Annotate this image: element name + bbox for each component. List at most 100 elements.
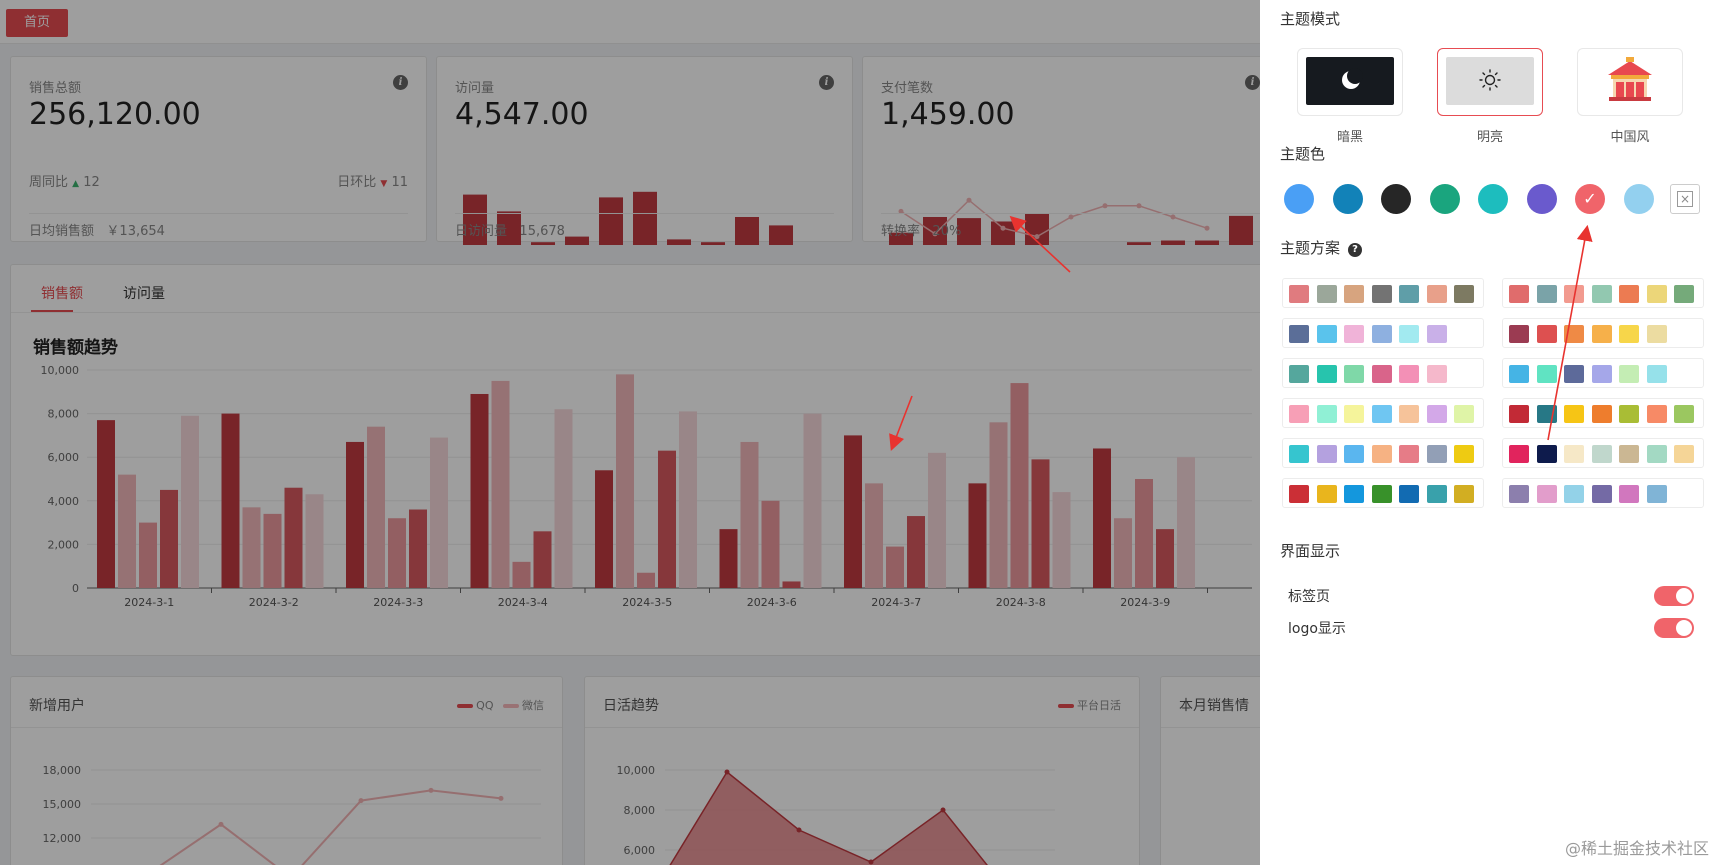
mode-dark-card[interactable] — [1297, 48, 1403, 116]
info-icon[interactable]: i — [819, 75, 834, 90]
theme-scheme-option[interactable] — [1502, 278, 1704, 308]
theme-scheme-option[interactable] — [1282, 398, 1484, 428]
theme-color-swatch[interactable] — [1381, 184, 1411, 214]
bar — [367, 426, 385, 588]
spark-bar — [1127, 242, 1151, 245]
spark-point — [1102, 203, 1108, 209]
scheme-color-swatch — [1454, 445, 1474, 463]
bar — [242, 507, 261, 588]
tab-home[interactable]: 首页 — [6, 9, 68, 37]
mode-label: 中国风 — [1610, 130, 1650, 145]
day-compare: 日环比 ▼ 11 — [337, 171, 408, 190]
scheme-color-swatch — [1564, 405, 1584, 423]
y-tick-label: 10,000 — [617, 764, 656, 777]
theme-color-swatch[interactable] — [1429, 184, 1460, 214]
bar — [491, 380, 510, 588]
tab-sales[interactable]: 销售额 — [41, 286, 83, 302]
theme-scheme-option[interactable] — [1282, 358, 1484, 388]
info-icon[interactable]: i — [1245, 75, 1260, 90]
y-tick-label: 10,000 — [41, 364, 80, 377]
scheme-color-swatch — [1646, 405, 1667, 423]
scheme-color-swatch — [1454, 285, 1474, 303]
scheme-color-swatch — [1564, 485, 1584, 503]
toggle-knob — [1676, 588, 1692, 604]
scheme-color-swatch — [1536, 445, 1557, 463]
y-tick-label: 0 — [72, 582, 79, 595]
scheme-color-swatch — [1426, 445, 1447, 463]
info-icon[interactable]: i — [393, 75, 408, 90]
scheme-color-swatch — [1509, 485, 1529, 503]
theme-scheme-option[interactable] — [1282, 278, 1484, 308]
watermark: @稀土掘金技术社区 — [1564, 839, 1709, 858]
bar — [263, 513, 282, 588]
scheme-color-swatch — [1344, 365, 1364, 383]
scheme-color-swatch — [1316, 405, 1337, 423]
scheme-color-swatch — [1674, 285, 1694, 303]
scheme-color-swatch — [1399, 285, 1419, 303]
theme-scheme-option[interactable] — [1502, 478, 1704, 508]
theme-scheme-option[interactable] — [1282, 318, 1484, 348]
theme-color-swatch[interactable] — [1526, 184, 1557, 214]
custom-color-picker[interactable]: × — [1670, 184, 1700, 214]
theme-mode-title: 主题模式 — [1280, 10, 1341, 28]
theme-color-swatch[interactable] — [1478, 184, 1508, 214]
x-tick-label: 2024-3-1 — [124, 596, 174, 609]
scheme-color-swatch — [1536, 325, 1557, 343]
stat-footer-value: ￥13,654 — [106, 224, 165, 239]
scheme-color-swatch — [1564, 365, 1584, 383]
arrow-up-icon: ▲ — [72, 179, 80, 189]
theme-scheme-option[interactable] — [1502, 398, 1704, 428]
sun-icon — [1446, 57, 1534, 105]
new-users-panel: 新增用户 QQ 微信 18,000 15,000 12,000 — [10, 676, 563, 865]
theme-color-swatch[interactable] — [1332, 184, 1363, 214]
y-tick-label: 6,000 — [624, 844, 656, 857]
scheme-color-swatch — [1289, 485, 1309, 503]
switch-label-tabs: 标签页 — [1288, 589, 1330, 605]
x-tick-label: 2024-3-9 — [1120, 596, 1170, 609]
spark-bar — [769, 225, 793, 245]
tab-bar: 首页 — [0, 0, 1260, 44]
x-tick-label: 2024-3-6 — [747, 596, 797, 609]
toggle-logo[interactable] — [1654, 618, 1694, 638]
scheme-color-swatch — [1536, 365, 1557, 383]
scheme-color-swatch — [1591, 325, 1612, 343]
week-compare-value: 12 — [83, 175, 100, 190]
theme-scheme-option[interactable] — [1282, 438, 1484, 468]
theme-color-swatch[interactable]: ✓ — [1575, 184, 1605, 214]
scheme-color-swatch — [1426, 485, 1447, 503]
scheme-color-swatch — [1426, 405, 1447, 423]
scheme-color-swatch — [1371, 405, 1392, 423]
scheme-color-swatch — [1619, 285, 1639, 303]
spark-point — [932, 231, 938, 237]
new-users-line-chart: 18,000 15,000 12,000 — [43, 764, 541, 865]
theme-scheme-option[interactable] — [1282, 478, 1484, 508]
scheme-color-swatch — [1289, 445, 1309, 463]
theme-color-swatch[interactable] — [1623, 184, 1654, 214]
help-icon[interactable]: ? — [1348, 243, 1363, 257]
legend: 平台日活 — [1058, 697, 1121, 713]
bar — [388, 518, 406, 588]
bar — [989, 422, 1008, 588]
toggle-tabs[interactable] — [1654, 586, 1694, 606]
legend-label: QQ — [476, 699, 494, 712]
scheme-color-swatch — [1509, 405, 1529, 423]
theme-scheme-option[interactable] — [1502, 318, 1704, 348]
mode-label: 明亮 — [1476, 130, 1503, 145]
tab-visits[interactable]: 访问量 — [123, 286, 165, 302]
bar — [1156, 529, 1174, 588]
y-tick-label: 4,000 — [48, 495, 80, 508]
stat-card-payments: 支付笔数 i 1,459.00 转换率 20% — [862, 56, 1260, 245]
scheme-color-swatch — [1316, 445, 1337, 463]
scheme-color-swatch — [1316, 325, 1337, 343]
scheme-color-swatch — [1536, 485, 1557, 503]
mode-light-card[interactable] — [1437, 48, 1543, 116]
mode-chinese-card[interactable] — [1577, 48, 1683, 116]
scheme-color-swatch — [1316, 285, 1337, 303]
theme-scheme-option[interactable] — [1502, 358, 1704, 388]
theme-color-swatch[interactable] — [1284, 184, 1314, 214]
bar — [928, 452, 946, 588]
theme-scheme-option[interactable] — [1502, 438, 1704, 468]
bar — [803, 413, 822, 588]
spark-bar — [1229, 215, 1253, 245]
bar — [554, 409, 573, 588]
